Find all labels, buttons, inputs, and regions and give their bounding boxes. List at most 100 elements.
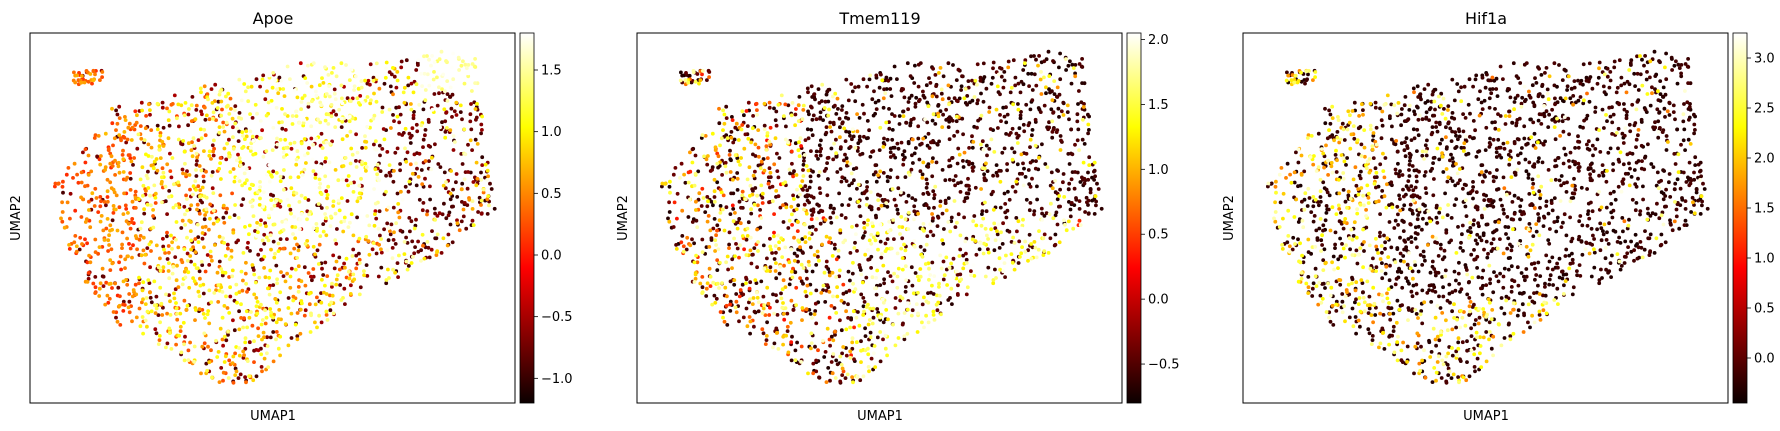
scatter-point (185, 258, 190, 263)
scatter-point (121, 170, 126, 174)
scatter-point (880, 297, 885, 302)
scatter-point (885, 237, 890, 242)
scatter-point (1024, 151, 1029, 156)
scatter-point (694, 199, 698, 204)
scatter-point (800, 117, 805, 121)
scatter-point (359, 176, 363, 181)
scatter-point (374, 61, 379, 66)
scatter-point (883, 198, 887, 202)
scatter-point (945, 283, 949, 287)
scatter-point (97, 245, 102, 250)
scatter-point (142, 261, 147, 266)
scatter-point (180, 260, 185, 265)
scatter-point (861, 374, 866, 379)
scatter-point (167, 293, 171, 297)
scatter-point (1088, 187, 1093, 191)
scatter-point (860, 235, 865, 240)
scatter-point (760, 327, 765, 332)
scatter-point (111, 187, 116, 192)
scatter-point (688, 243, 693, 248)
scatter-point (932, 193, 937, 197)
scatter-point (797, 140, 801, 145)
scatter-point (1472, 322, 1477, 327)
scatter-point (839, 328, 844, 333)
scatter-point (916, 274, 920, 279)
scatter-point (133, 189, 138, 194)
scatter-point (122, 135, 127, 140)
colorbar-tick-label: 2.0 (1148, 33, 1169, 48)
scatter-point (260, 238, 265, 243)
scatter-point (249, 199, 254, 204)
scatter-point (824, 264, 829, 269)
scatter-point (1002, 78, 1007, 83)
scatter-point (87, 253, 91, 258)
scatter-point (420, 208, 425, 213)
scatter-point (924, 185, 929, 190)
scatter-point (401, 90, 406, 95)
scatter-point (184, 267, 189, 272)
scatter-point (179, 103, 184, 108)
scatter-point (324, 92, 329, 96)
scatter-point (178, 324, 183, 329)
scatter-point (430, 229, 434, 234)
scatter-point (905, 331, 910, 336)
scatter-point (744, 237, 749, 242)
scatter-point (895, 251, 900, 256)
scatter-point (474, 183, 479, 188)
scatter-point (321, 222, 326, 227)
scatter-point (450, 92, 455, 97)
scatter-point (470, 199, 475, 204)
scatter-point (986, 247, 990, 252)
scatter-point (130, 199, 135, 204)
scatter-point (239, 316, 244, 320)
scatter-point (910, 283, 915, 288)
scatter-point (307, 291, 311, 296)
scatter-point (317, 83, 322, 88)
scatter-point (910, 196, 915, 201)
scatter-point (927, 266, 931, 271)
scatter-point (667, 219, 672, 224)
scatter-point (1040, 142, 1044, 147)
scatter-point (274, 96, 279, 101)
scatter-point (1555, 219, 1560, 224)
scatter-point (688, 150, 692, 155)
scatter-point (440, 212, 445, 217)
scatter-point (187, 173, 192, 177)
scatter-point (330, 285, 334, 289)
scatter-point (727, 246, 731, 251)
scatter-point (817, 186, 822, 191)
scatter-point (856, 84, 861, 89)
scatter-point (476, 210, 480, 214)
scatter-point (160, 139, 165, 144)
scatter-point (444, 110, 449, 115)
scatter-point (394, 105, 399, 110)
scatter-point (264, 224, 268, 229)
scatter-point (209, 348, 213, 353)
scatter-point (701, 196, 706, 200)
scatter-point (111, 143, 115, 148)
scatter-point (879, 255, 884, 260)
scatter-point (1547, 259, 1552, 264)
scatter-point (667, 184, 672, 189)
scatter-point (781, 334, 786, 339)
scatter-point (966, 85, 971, 90)
scatter-point (758, 208, 762, 212)
scatter-point (1609, 202, 1614, 206)
scatter-point (879, 203, 884, 208)
scatter-point (843, 216, 848, 220)
scatter-point (1068, 214, 1073, 219)
scatter-point (391, 205, 396, 210)
scatter-point (1010, 146, 1014, 151)
scatter-point (735, 156, 740, 161)
scatter-point (938, 66, 943, 70)
scatter-point (226, 333, 230, 337)
scatter-point (475, 102, 479, 106)
colorbar-tick-label: 0.5 (1148, 228, 1169, 243)
scatter-point (1026, 168, 1031, 172)
scatter-point (1340, 299, 1345, 304)
scatter-point (201, 312, 206, 316)
scatter-point (855, 149, 860, 153)
scatter-point (1446, 373, 1451, 377)
scatter-point (912, 217, 916, 222)
scatter-point (189, 148, 194, 153)
